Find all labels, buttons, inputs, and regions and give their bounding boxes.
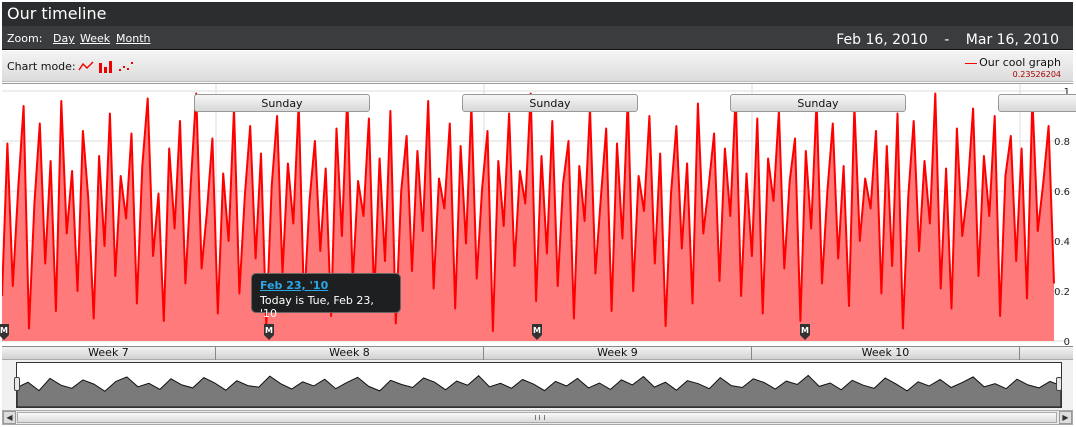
date-range: Feb 16, 2010 - Mar 16, 2010 (836, 32, 1059, 48)
overview-right-handle[interactable] (1056, 377, 1062, 391)
overview-window[interactable] (16, 362, 1062, 408)
series-area (2, 93, 1054, 341)
date-range-separator: - (944, 32, 950, 48)
scroll-right-arrow[interactable]: ▶ (1059, 411, 1072, 424)
milestone-marker[interactable]: M (800, 324, 810, 340)
overview-chart (16, 374, 1062, 408)
y-tick-label: 0.6 (1054, 187, 1070, 198)
day-label[interactable]: S (998, 94, 1076, 112)
chart-toolbar: Chart mode: Our cool graph 0.23526204 (2, 51, 1073, 82)
chart-svg[interactable]: 0 0.2 0.4 0.6 0.8 1 (2, 83, 1073, 346)
milestone-marker[interactable]: M (532, 324, 542, 340)
y-tick-label: 0.8 (1054, 137, 1070, 148)
bar-chart-mode-icon[interactable] (98, 59, 114, 73)
scrollbar-thumb[interactable] (17, 412, 1057, 423)
marker-letter: M (533, 326, 541, 335)
scroll-left-arrow[interactable]: ◀ (3, 411, 16, 424)
milestone-marker[interactable]: M (0, 324, 9, 340)
day-label[interactable]: Sunday (462, 94, 638, 112)
tooltip: Feb 23, '10 Today is Tue, Feb 23, '10 (251, 273, 401, 320)
legend-current-value: 0.23526204 (1012, 70, 1061, 79)
day-label[interactable]: Sunday (730, 94, 906, 112)
scatter-chart-mode-icon[interactable] (118, 59, 134, 73)
y-tick-label: 0.4 (1054, 237, 1070, 248)
zoom-label: Zoom: (7, 32, 43, 45)
series-line (2, 92, 1055, 332)
y-tick-label: 1 (1064, 87, 1070, 98)
zoom-month-link[interactable]: Month (116, 32, 151, 45)
marker-letter: M (0, 326, 8, 335)
zoom-week-link[interactable]: Week (80, 32, 111, 45)
tooltip-text: Today is Tue, Feb 23, '10 (260, 294, 374, 320)
y-tick-label: 0 (1064, 337, 1070, 346)
week-label[interactable]: Week 9 (484, 347, 752, 360)
overview-navigator (2, 360, 1073, 410)
horizontal-scrollbar[interactable]: ◀ ▶ (2, 410, 1073, 425)
legend-swatch (965, 62, 978, 64)
marker-letter: M (801, 326, 809, 335)
day-label[interactable]: Sunday (194, 94, 370, 112)
week-bar: Week 7 Week 8 Week 9 Week 10 (2, 346, 1073, 360)
legend-series-name: Our cool graph (979, 56, 1061, 69)
zoom-bar: Zoom: Day Week Month Feb 16, 2010 - Mar … (2, 26, 1073, 50)
scrollbar-grip-icon (535, 415, 545, 420)
title-bar: Our timeline (2, 2, 1073, 26)
legend: Our cool graph 0.23526204 (965, 56, 1061, 79)
week-label[interactable]: Week 10 (752, 347, 1020, 360)
tooltip-date-link[interactable]: Feb 23, '10 (260, 279, 329, 292)
line-chart-mode-icon[interactable] (78, 59, 94, 73)
chart-area[interactable]: 00.20.40.60.81 Sunday Sunday Sunday S M … (0, 83, 1076, 346)
week-label[interactable]: Week 8 (216, 347, 484, 360)
chart-mode-label: Chart mode: (7, 60, 76, 73)
overview-area (16, 374, 1062, 408)
overview-left-handle[interactable] (14, 377, 20, 391)
marker-letter: M (265, 326, 273, 335)
milestone-marker[interactable]: M (264, 324, 274, 340)
y-tick-label: 0.2 (1054, 287, 1070, 298)
date-range-start: Feb 16, 2010 (836, 32, 928, 48)
zoom-day-link[interactable]: Day (53, 32, 75, 45)
week-label[interactable]: Week 7 (2, 347, 216, 360)
date-range-end: Mar 16, 2010 (965, 32, 1059, 48)
page-title: Our timeline (7, 4, 107, 23)
